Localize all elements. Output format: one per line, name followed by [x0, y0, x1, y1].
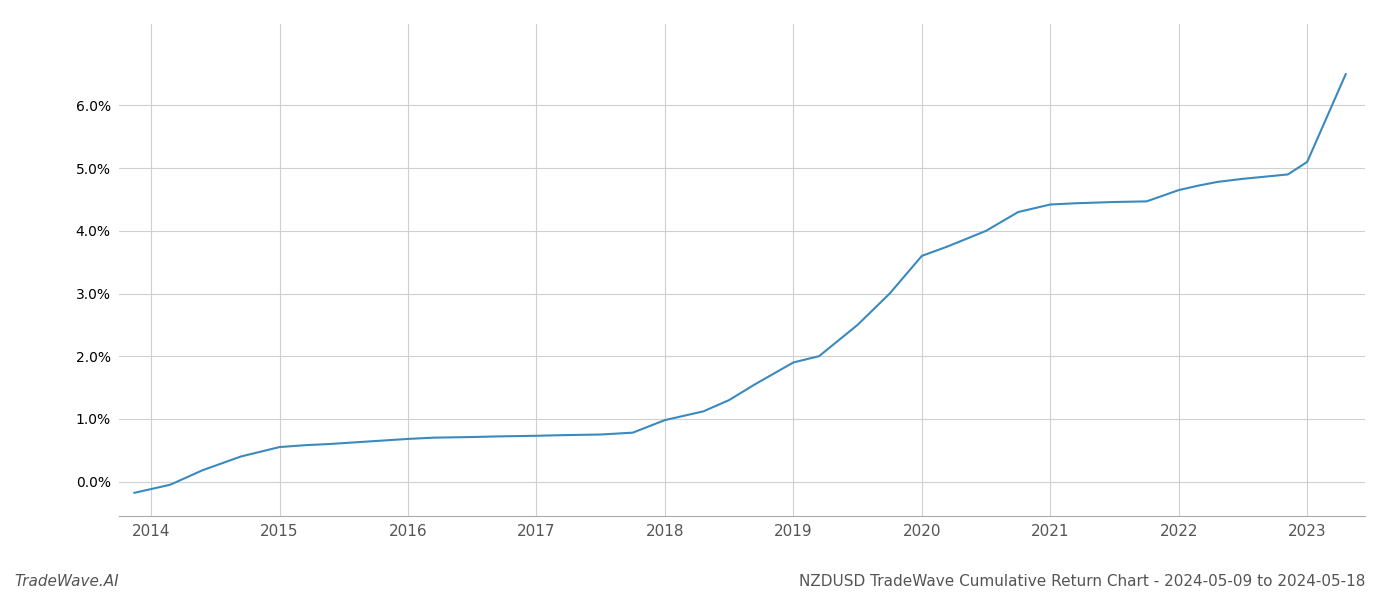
Text: TradeWave.AI: TradeWave.AI [14, 574, 119, 589]
Text: NZDUSD TradeWave Cumulative Return Chart - 2024-05-09 to 2024-05-18: NZDUSD TradeWave Cumulative Return Chart… [798, 574, 1365, 589]
